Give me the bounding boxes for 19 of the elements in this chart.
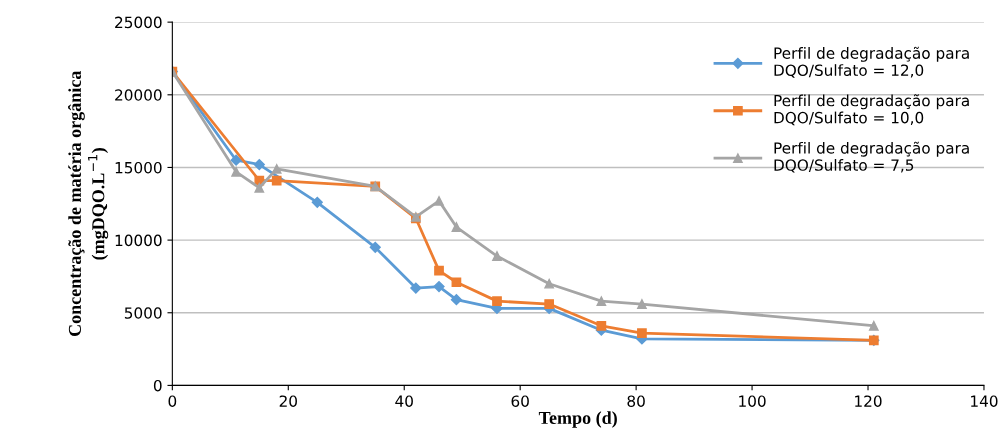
x-axis-title: Tempo (d) [538, 411, 617, 428]
y-tick-label: 20000 [115, 89, 162, 101]
x-tick-label: 0 [168, 395, 177, 407]
x-tick-label: 60 [511, 395, 529, 407]
y-tick-label: 0 [153, 379, 162, 392]
y-axis-title: Concentração de matéria orgânica (mgDQO.L$^{−1}$) [68, 70, 109, 337]
x-tick-label: 20 [279, 395, 297, 407]
y-tick-label: 15000 [115, 161, 162, 174]
y-tick-label: 25000 [115, 16, 162, 29]
x-tick-label: 100 [739, 395, 766, 407]
x-tick-label: 80 [627, 395, 645, 407]
x-tick-label: 120 [855, 395, 882, 407]
y-tick-label: 5000 [124, 307, 162, 319]
legend-label: Perfil de degradação para DQO/Sulfato = 10,0 [774, 94, 969, 126]
y-tick-label: 10000 [115, 234, 162, 247]
legend-label: Perfil de degradação para DQO/Sulfato = 7,5 [774, 141, 969, 173]
x-tick-label: 140 [971, 395, 998, 407]
legend-label: Perfil de degradação para DQO/Sulfato = 12,0 [774, 46, 969, 78]
x-tick-label: 40 [395, 395, 413, 407]
